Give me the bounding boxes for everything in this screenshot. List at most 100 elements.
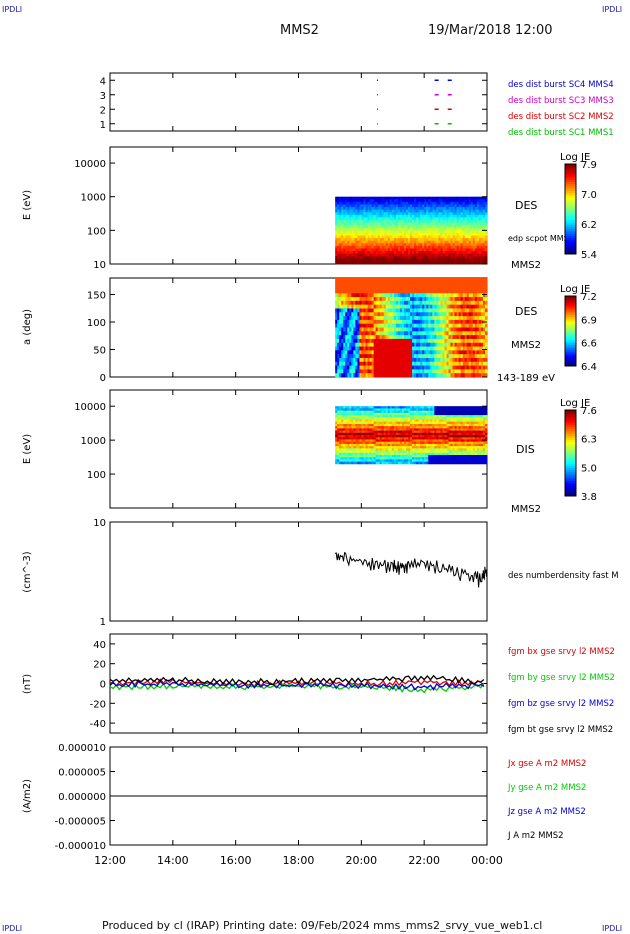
des-energy-panel-cell [359, 243, 362, 247]
des-pitch-panel-colorbar-cell [565, 364, 576, 367]
des-energy-panel-cell [464, 240, 468, 244]
des-energy-panel-cell [371, 219, 375, 223]
des-energy-panel-cell [375, 196, 379, 200]
dis-energy-panel-cell [353, 430, 356, 434]
des-energy-panel-cell [359, 209, 362, 213]
des-energy-panel-cell [450, 212, 453, 216]
des-energy-panel-cell [408, 235, 411, 239]
dis-energy-panel-cell [399, 419, 403, 423]
dis-energy-panel-cell [345, 419, 348, 423]
des-pitch-panel-cell [418, 369, 421, 374]
dis-energy-panel-cell [353, 441, 356, 445]
des-pitch-panel-cell [345, 361, 348, 366]
des-energy-panel-cell [403, 207, 407, 211]
des-pitch-panel-cell [339, 373, 342, 378]
des-pitch-panel-cell [448, 297, 451, 302]
des-pitch-panel-cell [365, 327, 368, 332]
des-energy-panel-cell [410, 256, 413, 260]
des-pitch-panel-cell [410, 335, 413, 340]
dis-energy-panel-cell [335, 454, 338, 458]
des-energy-panel-cell [428, 212, 431, 216]
dis-energy-panel-cell [347, 448, 350, 451]
des-energy-panel-cell [474, 243, 478, 247]
des-pitch-panel-cell [468, 278, 472, 283]
des-energy-panel-cell [426, 225, 429, 229]
des-pitch-panel-cell [436, 308, 439, 313]
des-energy-panel-cell [335, 243, 338, 247]
des-energy-panel-cell [341, 214, 344, 218]
des-pitch-panel-cell [446, 369, 449, 374]
des-pitch-panel-cell [472, 293, 476, 298]
des-pitch-panel-cell [393, 285, 397, 290]
des-pitch-panel-cell [383, 369, 387, 374]
des-pitch-panel-cell [482, 342, 486, 347]
des-energy-panel-cell [458, 248, 462, 252]
dis-energy-panel-cell [391, 419, 395, 423]
des-pitch-panel-cell [414, 300, 417, 306]
des-pitch-panel-cell [432, 354, 435, 359]
des-pitch-panel-cell [458, 350, 462, 355]
des-energy-panel-cell [484, 232, 488, 236]
des-energy-panel-cell [478, 235, 482, 239]
des-pitch-panel-cell [448, 338, 451, 344]
des-pitch-panel-cell [446, 289, 449, 294]
des-pitch-panel-cell [478, 316, 482, 321]
des-energy-panel-cell [422, 225, 425, 229]
des-pitch-panel-cell [412, 289, 415, 294]
des-pitch-panel-cell [428, 361, 431, 366]
des-energy-panel-cell [482, 230, 486, 234]
dis-energy-panel-cell [345, 412, 348, 416]
des-energy-panel-cell [389, 240, 393, 244]
des-pitch-panel-cell [397, 285, 401, 290]
dis-energy-panel-cell [337, 426, 340, 429]
des-energy-panel-cell [373, 214, 377, 218]
burst-panel-ytick-label: 3 [100, 91, 106, 102]
dis-energy-panel-cell [379, 461, 383, 465]
dis-energy-panel-cell [389, 435, 393, 438]
des-pitch-panel-cell [482, 304, 486, 309]
des-energy-panel-cell [468, 261, 472, 265]
des-energy-panel-cell [430, 214, 433, 218]
des-energy-panel-cell [416, 225, 419, 229]
dis-energy-panel-cell [359, 441, 362, 445]
des-energy-panel-cell [367, 209, 370, 213]
des-energy-panel-cell [424, 217, 427, 221]
des-pitch-panel-cell [379, 365, 383, 370]
des-energy-panel-cell [412, 214, 415, 218]
des-energy-panel-cell [351, 238, 354, 242]
dis-energy-panel-cell [357, 408, 360, 412]
des-pitch-panel-cell [422, 278, 425, 283]
des-energy-panel-cell [466, 235, 470, 239]
des-pitch-panel-cell [438, 338, 441, 344]
des-pitch-panel-cell [343, 281, 346, 287]
des-energy-panel-cell [367, 225, 370, 229]
des-pitch-panel-colorbar-cell [565, 311, 576, 314]
des-pitch-panel-cell [474, 354, 478, 359]
dis-energy-panel-cell [385, 439, 389, 443]
des-energy-panel-cell [349, 209, 352, 213]
dis-energy-panel-cell [335, 423, 338, 427]
des-energy-panel-cell [442, 235, 445, 239]
des-pitch-panel-cell [480, 346, 484, 351]
des-energy-panel-cell [426, 240, 429, 244]
des-energy-panel-cell [480, 243, 484, 247]
des-energy-panel-cell [335, 199, 338, 203]
des-energy-panel-cell [408, 222, 411, 226]
des-pitch-panel-cell [454, 323, 458, 328]
des-pitch-panel-cell [397, 357, 401, 363]
des-energy-panel-cell [468, 225, 472, 229]
des-pitch-panel-cell [375, 293, 379, 298]
des-pitch-panel-cell [418, 308, 421, 313]
des-energy-panel-cell [420, 245, 423, 249]
des-pitch-panel-cell [379, 312, 383, 317]
des-pitch-panel-cell [484, 285, 488, 290]
des-pitch-panel-cell [345, 312, 348, 317]
des-pitch-panel-cell [412, 300, 415, 306]
des-pitch-panel-cell [365, 338, 368, 344]
des-pitch-panel-cell [412, 316, 415, 321]
dis-energy-panel-cell [341, 459, 344, 463]
des-energy-panel-cell [472, 204, 476, 208]
des-energy-panel-cell [470, 217, 474, 221]
des-pitch-panel-cell [472, 316, 476, 321]
des-energy-panel-cell [422, 245, 425, 249]
